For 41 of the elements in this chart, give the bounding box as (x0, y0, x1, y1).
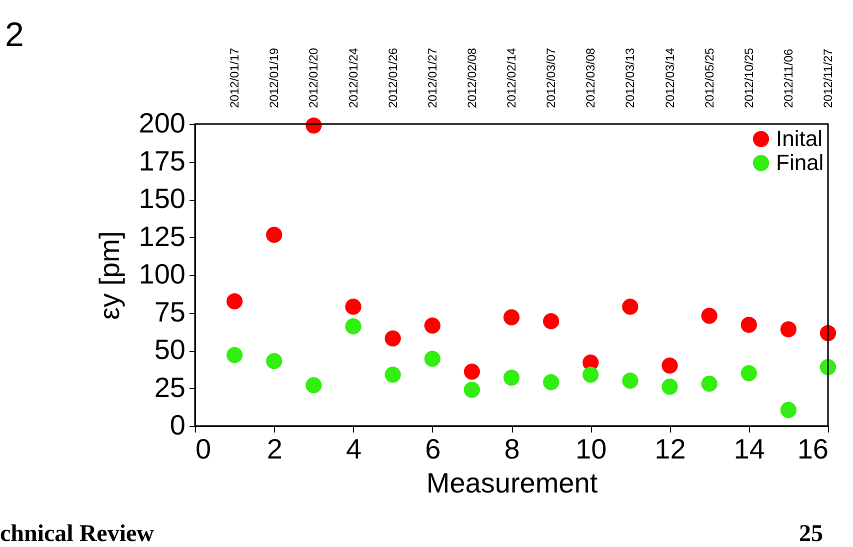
text: 2012/03/13 (623, 48, 638, 108)
x-tick-label: 12 (654, 434, 686, 464)
text: 2012/02/14 (504, 48, 518, 108)
y-tick-label: 50 (154, 334, 186, 365)
text: 25 (799, 521, 823, 547)
x-tick-label: 14 (734, 434, 765, 464)
text: 2012/11/27 (821, 48, 835, 108)
text: 2012/05/25 (702, 48, 716, 108)
y-tick-label: 25 (154, 372, 186, 403)
text: 2012/03/07 (544, 48, 558, 108)
legend-label: Inital (776, 126, 822, 151)
x-tick-label: 10 (576, 434, 607, 464)
y-tick-label: 100 (138, 258, 186, 290)
x-tick-label: 6 (425, 434, 441, 464)
y-tick-label: 125 (138, 220, 186, 252)
text: 2012/01/17 (228, 48, 242, 108)
x-tick-label: 0 (196, 434, 212, 464)
text: 2012/02/08 (464, 48, 479, 108)
text: 2012/10/25 (742, 48, 756, 108)
y-tick-label: 0 (170, 410, 186, 440)
text: 2012/11/06 (781, 48, 796, 108)
text: chnical Review (0, 521, 155, 547)
x-tick-label: 2 (266, 434, 282, 464)
y-tick-label: 150 (138, 183, 186, 214)
text: 2012/03/14 (662, 48, 677, 108)
text: 2012/01/24 (346, 48, 360, 108)
x-tick-label: 4 (346, 434, 362, 464)
text: 2012/01/20 (306, 48, 321, 108)
legend-label: Final (776, 150, 824, 175)
text: 2 (5, 16, 24, 54)
y-tick-label: 200 (138, 108, 186, 138)
text: 2012/01/26 (386, 48, 400, 108)
y-tick-label: 75 (154, 296, 186, 328)
text: 2012/03/08 (584, 48, 598, 108)
text: 2012/01/19 (267, 48, 282, 108)
x-tick-label: 8 (504, 434, 520, 464)
y-tick-label: 175 (138, 145, 186, 176)
y-axis-title: εy [pm] (94, 231, 125, 320)
x-tick-label: 16 (797, 434, 828, 464)
x-axis-title: Measurement (426, 468, 598, 498)
text: 2012/01/27 (425, 48, 440, 108)
